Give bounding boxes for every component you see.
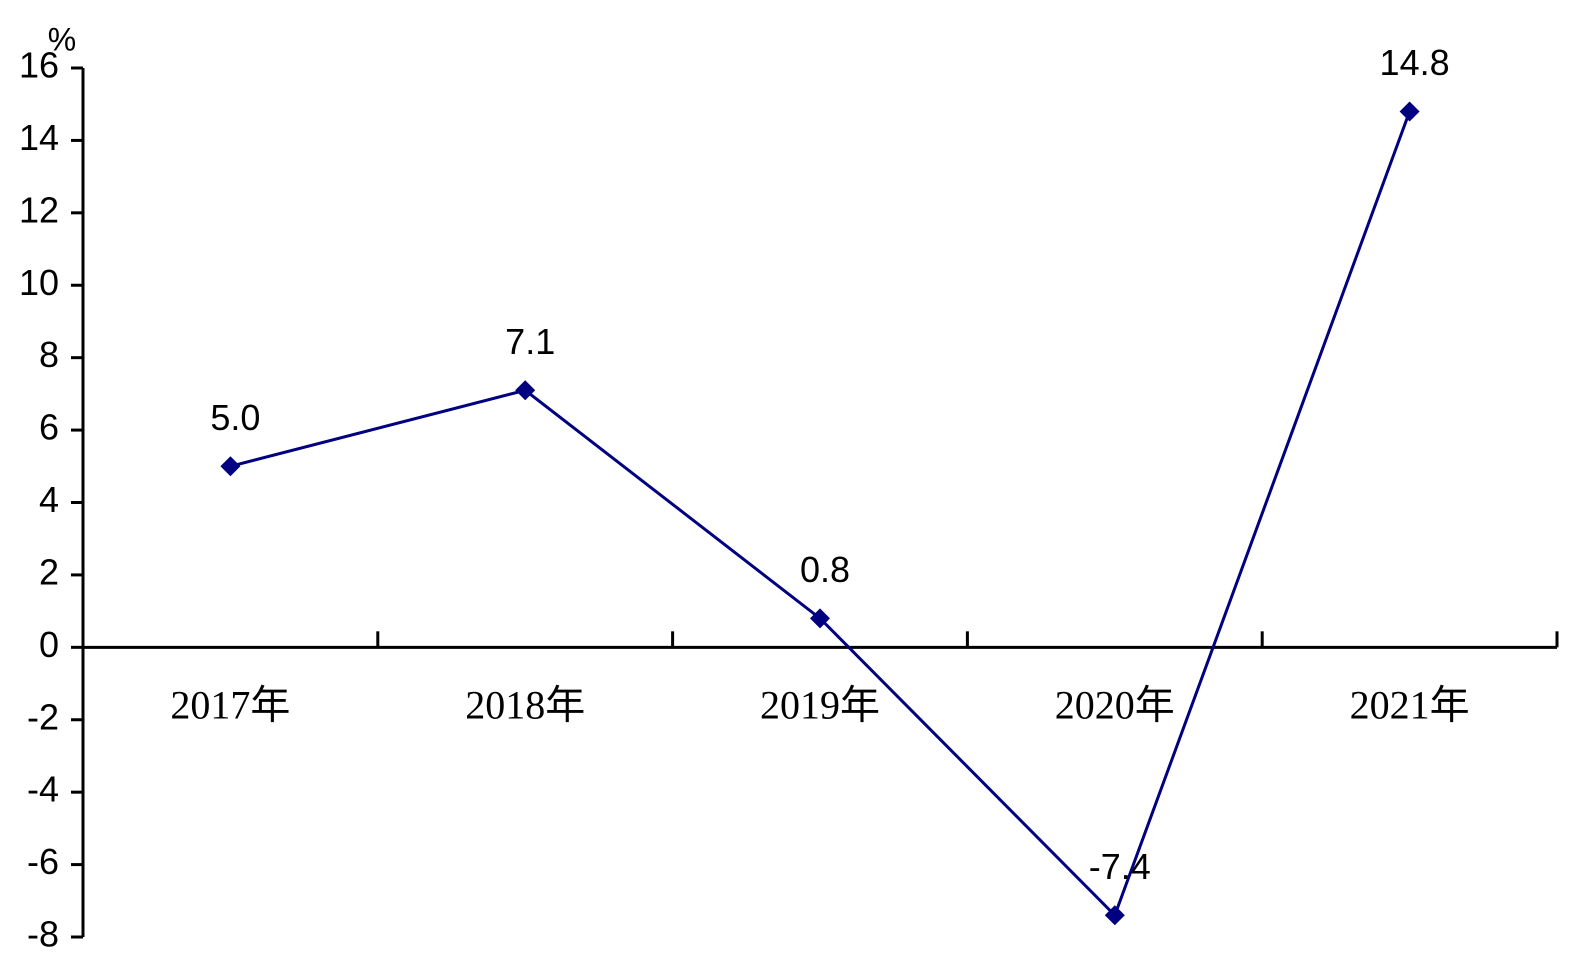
- marker: [1104, 905, 1125, 926]
- data-label: -7.4: [1089, 846, 1151, 887]
- data-label: 14.8: [1380, 42, 1450, 83]
- x-tick-label: 2021年: [1350, 683, 1470, 728]
- x-tick-label: 2017年: [170, 683, 290, 728]
- marker: [220, 456, 241, 477]
- y-tick-label: 2: [39, 551, 59, 592]
- y-unit: %: [48, 21, 76, 57]
- y-tick-label: -2: [27, 696, 59, 737]
- y-tick-label: 6: [39, 407, 59, 448]
- y-tick-label: 12: [19, 189, 59, 230]
- y-tick-label: 14: [19, 117, 59, 158]
- y-tick-label: -8: [27, 914, 59, 955]
- line: [230, 110, 1412, 919]
- y-tick-label: 4: [39, 479, 59, 520]
- data-label: 5.0: [210, 397, 260, 438]
- y-tick-label: 0: [39, 624, 59, 665]
- marker: [1399, 101, 1420, 122]
- data-label: 0.8: [800, 549, 850, 590]
- marker: [515, 380, 536, 401]
- y-tick-label: 16: [19, 45, 59, 86]
- data-label: 7.1: [505, 321, 555, 362]
- y-tick-label: -6: [27, 841, 59, 882]
- x-tick-label: 2020年: [1055, 683, 1175, 728]
- x-tick-label: 2018年: [465, 683, 585, 728]
- x-tick-label: 2019年: [760, 683, 880, 728]
- y-tick-label: 8: [39, 334, 59, 375]
- y-tick-label: -4: [27, 769, 59, 810]
- y-tick-label: 10: [19, 262, 59, 303]
- marker: [810, 608, 830, 629]
